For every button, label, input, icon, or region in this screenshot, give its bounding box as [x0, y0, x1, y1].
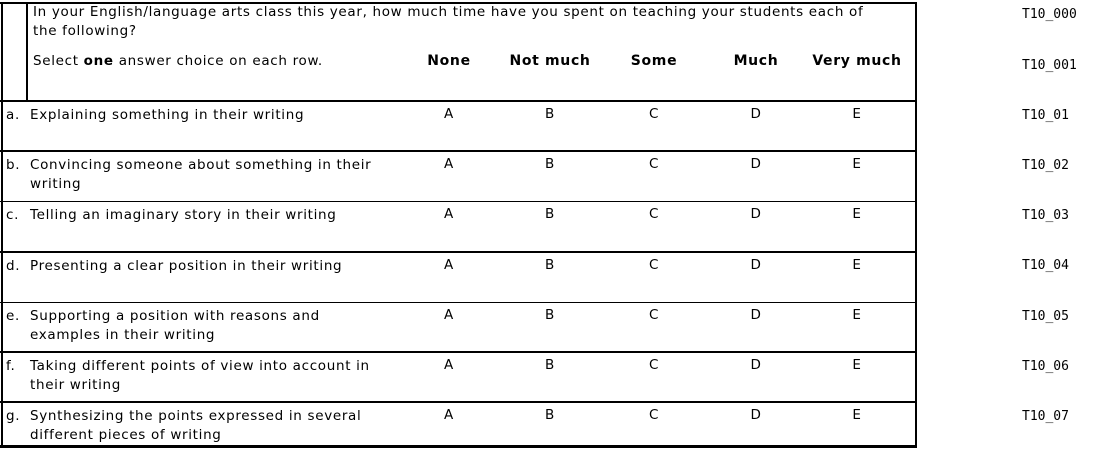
instruction-bold: one [83, 53, 114, 69]
row-item-text: Explaining something in their writing [30, 106, 305, 123]
option-letter-d[interactable]: D [750, 155, 762, 172]
option-letter-c[interactable]: C [648, 105, 660, 122]
option-letter-c[interactable]: C [648, 256, 660, 273]
column-header-very-much: Very much [812, 53, 902, 69]
option-letter-b[interactable]: B [545, 206, 555, 222]
row-item-text: Presenting a clear position in their wri… [30, 257, 343, 274]
option-letter-e[interactable]: E [852, 307, 862, 323]
row-letter: b. [6, 156, 21, 173]
option-letter-e[interactable]: E [852, 406, 862, 423]
row-letter: e. [6, 308, 20, 324]
option-letter-d[interactable]: D [750, 307, 762, 323]
row-separator [0, 100, 916, 102]
row-item-text: Convincing someone about something in th… [30, 156, 372, 192]
option-letter-a[interactable]: A [444, 356, 454, 373]
column-header-none: None [427, 53, 471, 69]
column-header-not-much: Not much [509, 53, 591, 69]
option-letter-b[interactable]: B [545, 155, 555, 172]
option-letter-a[interactable]: A [444, 256, 454, 273]
row-letter: a. [6, 106, 20, 123]
option-letter-d[interactable]: D [750, 256, 762, 273]
option-letter-a[interactable]: A [444, 155, 454, 172]
option-letter-d[interactable]: D [750, 356, 762, 373]
option-letter-a[interactable]: A [444, 406, 454, 423]
option-letter-c[interactable]: C [648, 406, 660, 423]
table-border-top [0, 2, 917, 4]
option-letter-d[interactable]: D [750, 406, 762, 423]
option-letter-a[interactable]: A [444, 307, 454, 323]
instruction-prefix: Select [33, 53, 84, 69]
option-letter-d[interactable]: D [750, 105, 762, 122]
variable-code-row-b: T10_02 [1022, 158, 1069, 173]
row-letter: g. [6, 407, 21, 424]
option-letter-c[interactable]: C [648, 356, 660, 373]
option-letter-b[interactable]: B [545, 356, 555, 373]
row-letter: c. [6, 207, 20, 223]
table-row-a: a. Explaining something in their writing… [0, 102, 917, 150]
table-row-e: e. Supporting a position with reasons an… [0, 303, 917, 350]
instruction-suffix: answer choice on each row. [113, 53, 323, 69]
variable-code-row-d: T10_04 [1022, 258, 1069, 273]
table-row-d: d. Presenting a clear position in their … [0, 253, 917, 301]
table-row-g: g. Synthesizing the points expressed in … [0, 403, 917, 446]
variable-code-instruction: T10_001 [1022, 58, 1077, 73]
option-letter-e[interactable]: E [852, 155, 862, 172]
column-header-much: Much [733, 53, 779, 69]
option-letter-e[interactable]: E [852, 105, 862, 122]
row-item-text: Supporting a position with reasons and e… [30, 308, 320, 343]
row-separator [0, 251, 916, 253]
table-row-f: f. Taking different points of view into … [0, 353, 917, 401]
row-separator [0, 401, 916, 403]
option-letter-e[interactable]: E [852, 356, 862, 373]
variable-code-question: T10_000 [1022, 7, 1077, 22]
table-row-c: c. Telling an imaginary story in their w… [0, 202, 917, 250]
table-row-b: b. Convincing someone about something in… [0, 152, 917, 200]
variable-code-row-c: T10_03 [1022, 208, 1069, 223]
question-text: In your English/language arts class this… [33, 4, 864, 39]
option-letter-d[interactable]: D [750, 206, 762, 222]
variable-code-row-g: T10_07 [1022, 409, 1069, 424]
option-letter-b[interactable]: B [545, 307, 555, 323]
row-separator [0, 200, 916, 202]
variable-code-row-a: T10_01 [1022, 108, 1069, 123]
table-border-left [1, 2, 3, 447]
option-letter-c[interactable]: C [648, 206, 660, 222]
row-separator [0, 150, 916, 152]
column-header-some: Some [630, 53, 678, 69]
option-letter-e[interactable]: E [852, 206, 862, 222]
option-letter-b[interactable]: B [545, 406, 555, 423]
variable-code-row-e: T10_05 [1022, 309, 1069, 324]
variable-code-row-f: T10_06 [1022, 359, 1069, 374]
option-letter-b[interactable]: B [545, 256, 555, 273]
option-letter-c[interactable]: C [648, 307, 660, 323]
option-letter-b[interactable]: B [545, 105, 555, 122]
row-item-text: Synthesizing the points expressed in sev… [30, 407, 362, 443]
table-border-right [915, 2, 917, 448]
option-letter-a[interactable]: A [444, 206, 454, 222]
option-letter-c[interactable]: C [648, 155, 660, 172]
row-separator [0, 301, 916, 303]
row-letter: f. [6, 357, 16, 374]
row-separator [0, 351, 916, 353]
row-letter: d. [6, 257, 21, 274]
row-item-text: Telling an imaginary story in their writ… [30, 207, 337, 223]
table-border-bottom [0, 445, 917, 448]
row-item-text: Taking different points of view into acc… [30, 357, 370, 393]
option-letter-e[interactable]: E [852, 256, 862, 273]
header-cell-divider [26, 2, 28, 101]
instruction-text: Select one answer choice on each row. [33, 52, 323, 71]
option-letter-a[interactable]: A [444, 105, 454, 122]
